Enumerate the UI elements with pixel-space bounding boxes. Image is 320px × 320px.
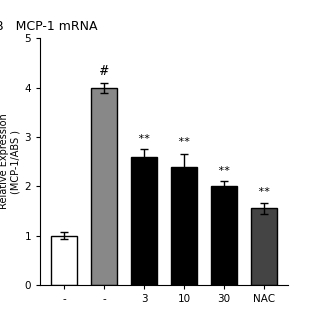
Text: **: ** (177, 137, 191, 147)
Text: **: ** (217, 166, 231, 176)
Bar (51, 236, 77, 285)
Bar (91, 88, 117, 285)
Text: #: # (100, 64, 108, 78)
Y-axis label: Relative Expression
(MCP-1/ABS ): Relative Expression (MCP-1/ABS ) (0, 114, 20, 210)
Bar (211, 186, 237, 285)
Text: B   MCP-1 mRNA: B MCP-1 mRNA (0, 20, 98, 33)
Text: **: ** (257, 187, 270, 197)
Bar (251, 208, 277, 285)
Text: **: ** (137, 134, 151, 144)
Bar (131, 157, 157, 285)
Bar (171, 166, 197, 285)
